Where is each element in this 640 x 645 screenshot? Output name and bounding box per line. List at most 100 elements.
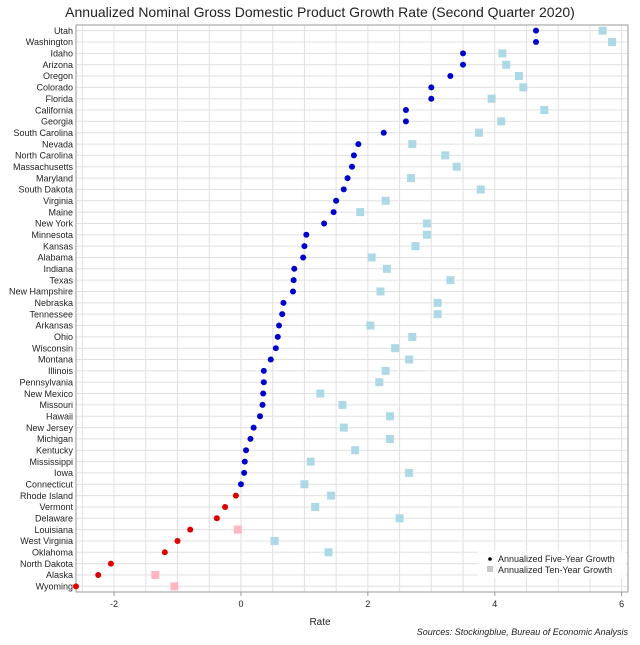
state-label: Oregon	[43, 71, 73, 81]
state-label: Nebraska	[34, 298, 73, 308]
legend-ten-year-label: Annualized Ten-Year Growth	[498, 565, 612, 575]
five-year-point	[187, 526, 194, 533]
ten-year-point	[497, 117, 506, 126]
legend-box	[478, 551, 626, 578]
five-year-point	[460, 61, 467, 68]
source-note: Sources: Stockingblue, Bureau of Economi…	[417, 627, 629, 637]
state-label: Indiana	[43, 264, 73, 274]
state-label: West Virginia	[20, 536, 73, 546]
ten-year-point	[411, 242, 420, 251]
state-label: Utah	[54, 26, 73, 36]
state-label: Iowa	[54, 468, 73, 478]
ten-year-point	[327, 491, 336, 500]
five-year-point	[222, 503, 229, 510]
ten-year-point	[498, 49, 507, 58]
x-tick-label: 2	[365, 599, 370, 609]
ten-year-point	[405, 468, 414, 477]
five-year-point	[301, 243, 308, 250]
state-label: New Mexico	[24, 389, 73, 399]
five-year-point	[274, 333, 281, 340]
ten-year-series	[151, 26, 617, 591]
five-year-point	[428, 84, 435, 91]
five-year-point	[350, 152, 357, 159]
state-label: Maryland	[36, 173, 73, 183]
state-label: Kentucky	[36, 445, 74, 455]
ten-year-point	[381, 196, 390, 205]
state-label: North Dakota	[20, 559, 73, 569]
five-year-point	[303, 231, 310, 238]
ten-year-point	[351, 446, 360, 455]
ten-year-point	[170, 582, 179, 591]
five-year-point	[355, 141, 362, 148]
five-year-point	[247, 435, 254, 442]
state-label: Alaska	[46, 570, 73, 580]
five-year-point	[289, 288, 296, 295]
ten-year-point	[375, 378, 384, 387]
ten-year-point	[233, 525, 242, 534]
ten-year-point	[540, 106, 549, 115]
five-year-point	[260, 367, 267, 374]
state-label: Oklahoma	[32, 548, 73, 558]
five-year-point	[340, 186, 347, 193]
five-year-point	[260, 390, 267, 397]
ten-year-point	[502, 60, 511, 69]
five-year-point	[533, 39, 539, 46]
ten-year-point	[422, 230, 431, 239]
state-label: Illinois	[48, 366, 74, 376]
ten-year-point	[356, 208, 365, 217]
legend-ten-year-marker	[487, 566, 493, 572]
five-year-series	[73, 27, 539, 590]
five-year-point	[267, 356, 274, 363]
ten-year-point	[519, 83, 528, 92]
ten-year-point	[366, 321, 375, 330]
five-year-point	[447, 73, 454, 80]
five-year-point	[257, 413, 263, 420]
ten-year-point	[386, 434, 395, 443]
five-year-point	[402, 118, 409, 125]
ten-year-point	[395, 514, 404, 523]
five-year-point	[333, 197, 340, 204]
state-label: Florida	[45, 94, 73, 104]
ten-year-point	[608, 38, 617, 47]
ten-year-point	[381, 366, 390, 375]
state-label: Ohio	[54, 332, 73, 342]
ten-year-point	[422, 219, 431, 228]
state-label: Arizona	[42, 60, 73, 70]
state-label: North Carolina	[15, 151, 73, 161]
ten-year-point	[300, 480, 309, 489]
five-year-point	[280, 299, 287, 306]
state-label: South Dakota	[18, 185, 73, 195]
five-year-point	[95, 571, 102, 578]
state-label: Alabama	[37, 253, 73, 263]
state-label: Maine	[48, 207, 73, 217]
state-label: Missouri	[39, 400, 73, 410]
state-label: Rhode Island	[20, 491, 73, 501]
state-label: Pennsylvania	[19, 377, 73, 387]
state-label: Colorado	[36, 83, 73, 93]
five-year-point	[241, 458, 248, 465]
state-label: New Hampshire	[9, 287, 73, 297]
ten-year-point	[382, 264, 391, 273]
ten-year-point	[405, 355, 414, 364]
five-year-point	[243, 447, 250, 454]
five-year-point	[291, 265, 298, 272]
ten-year-point	[339, 423, 348, 432]
ten-year-point	[433, 298, 442, 307]
state-label: New York	[35, 219, 74, 229]
state-label: Tennessee	[29, 309, 73, 319]
chart-title: Annualized Nominal Gross Domestic Produc…	[65, 4, 575, 20]
state-label: Michigan	[37, 434, 73, 444]
state-label: Delaware	[35, 513, 73, 523]
five-year-point	[232, 492, 239, 499]
ten-year-point	[270, 536, 279, 545]
ten-year-point	[151, 570, 160, 579]
five-year-point	[213, 515, 220, 522]
five-year-point	[402, 107, 409, 114]
five-year-point	[272, 345, 279, 352]
x-axis-ticks: -2 0 2 4 6	[110, 592, 624, 609]
five-year-point	[428, 95, 435, 102]
state-label: Connecticut	[25, 479, 73, 489]
legend: Annualized Five-Year Growth Annualized T…	[478, 551, 626, 578]
five-year-point	[73, 583, 79, 590]
